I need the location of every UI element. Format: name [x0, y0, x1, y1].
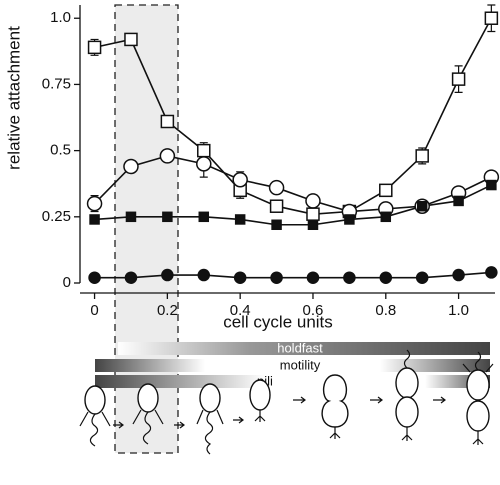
phase-label: motility [280, 357, 321, 372]
x-axis-label: cell cycle units [223, 312, 333, 331]
point [196, 156, 212, 172]
point [486, 179, 497, 191]
phase-label: holdfast [277, 340, 323, 355]
point [86, 195, 103, 212]
point [344, 214, 355, 225]
point [197, 268, 211, 282]
pili-bar [95, 375, 265, 388]
y-tick-label: 0 [63, 274, 71, 291]
point [415, 149, 429, 163]
phase-bars: holdfast motility pili [95, 340, 490, 388]
point [124, 271, 138, 284]
x-tick-label: 0.8 [375, 302, 396, 319]
point [305, 193, 321, 209]
x-tick-label: 1.0 [448, 302, 469, 319]
point [270, 271, 283, 284]
point [451, 72, 466, 86]
point [232, 171, 248, 188]
point [415, 271, 429, 284]
x-tick-label: 0 [90, 302, 98, 319]
point [87, 40, 102, 55]
point [379, 271, 393, 284]
point [88, 271, 101, 284]
motility-bar [95, 359, 205, 372]
point [306, 207, 320, 221]
point [162, 211, 173, 223]
point [268, 179, 285, 196]
point [485, 266, 498, 279]
y-tick-label: 0.25 [42, 208, 71, 225]
point [161, 268, 174, 282]
point [234, 214, 246, 225]
x-tick-label: 0.2 [157, 302, 178, 319]
point [197, 143, 211, 158]
point [484, 11, 499, 25]
point [306, 271, 320, 284]
point [125, 211, 137, 223]
y-tick-label: 0.75 [42, 75, 71, 92]
cell-diagrams [79, 349, 494, 455]
point [343, 271, 356, 284]
point [453, 195, 464, 207]
motility-bar [380, 359, 490, 372]
point [233, 271, 247, 284]
point [198, 211, 210, 223]
holdfast-bar [118, 342, 490, 355]
y-axis-label: relative attachment [4, 26, 23, 170]
point [271, 219, 282, 231]
point [452, 268, 465, 282]
point [123, 158, 139, 175]
point [380, 211, 392, 223]
point [160, 114, 175, 129]
point [416, 200, 428, 212]
x-tick-label: 0.6 [303, 302, 324, 319]
y-tick-label: 1.0 [50, 9, 71, 26]
point [269, 199, 284, 213]
point [124, 32, 138, 47]
point [307, 219, 319, 231]
y-tick-label: 0.5 [50, 142, 71, 159]
x-tick-label: 0.4 [230, 302, 251, 319]
point [89, 214, 100, 225]
point [159, 148, 176, 164]
point [379, 183, 393, 198]
series-line [94, 17, 493, 215]
